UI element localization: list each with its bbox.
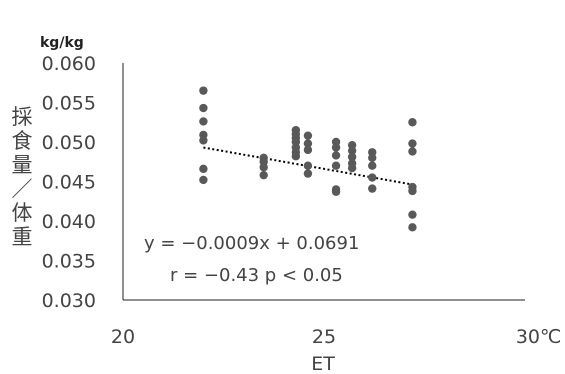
y-tick-labels: 0.060 0.055 0.050 0.045 0.040 0.035 0.030	[42, 53, 96, 312]
y-tick-label: 0.045	[42, 172, 96, 194]
y-axis-label-char: 採	[12, 105, 33, 129]
correlation-annotation: r = −0.43 p < 0.05	[170, 265, 343, 286]
y-tick-label: 0.055	[42, 93, 96, 115]
y-axis-label: 採食量／体重	[12, 105, 33, 249]
data-point	[368, 173, 377, 182]
y-tick-label: 0.035	[42, 251, 96, 273]
data-point	[408, 139, 417, 148]
data-point	[408, 118, 417, 127]
data-point	[199, 164, 208, 174]
data-point	[199, 103, 208, 113]
data-point	[347, 146, 357, 155]
data-point	[368, 161, 377, 170]
y-axis-label-char: 重	[12, 225, 33, 249]
x-tick-label: 25	[312, 326, 336, 348]
data-point	[199, 117, 208, 126]
y-tick-label: 0.040	[42, 211, 96, 233]
data-point	[347, 152, 357, 162]
data-point	[408, 186, 417, 196]
data-point	[331, 151, 341, 160]
data-point	[331, 187, 341, 196]
data-points	[199, 86, 417, 232]
y-axis-label-char: ／	[12, 177, 33, 201]
y-axis-label-char: 量	[12, 153, 33, 177]
x-tick-label: 20	[111, 326, 135, 348]
data-point	[408, 210, 417, 219]
y-axis-label-char: 体	[12, 201, 33, 225]
data-point	[303, 131, 313, 140]
data-point	[303, 169, 313, 178]
data-point	[199, 86, 208, 95]
data-point	[368, 153, 377, 162]
x-axis-label: ET	[311, 353, 335, 374]
regression-equation: y = −0.0009x + 0.0691	[144, 233, 359, 254]
data-point	[331, 143, 341, 152]
data-point	[199, 136, 208, 145]
data-point	[331, 161, 341, 170]
x-unit-label: ℃	[540, 326, 561, 348]
data-point	[303, 161, 313, 170]
data-point	[259, 163, 268, 172]
trendline	[203, 146, 413, 186]
y-unit-label: kg/kg	[40, 35, 84, 51]
data-point	[199, 175, 208, 185]
y-axis-label-char: 食	[12, 129, 33, 153]
y-tick-label: 0.030	[42, 290, 96, 312]
trendline-path	[203, 146, 413, 186]
data-point	[368, 184, 377, 193]
y-tick-label: 0.050	[42, 132, 96, 154]
data-point	[303, 145, 313, 155]
y-tick-label: 0.060	[42, 53, 96, 75]
data-point	[408, 147, 417, 156]
x-tick-label: 30	[516, 326, 540, 348]
x-tick-labels: 20 25 30	[111, 326, 540, 348]
data-point	[408, 223, 417, 232]
data-point	[347, 163, 357, 173]
data-point	[291, 152, 301, 161]
data-point	[259, 170, 268, 180]
axes	[122, 63, 525, 301]
data-point	[303, 139, 313, 148]
